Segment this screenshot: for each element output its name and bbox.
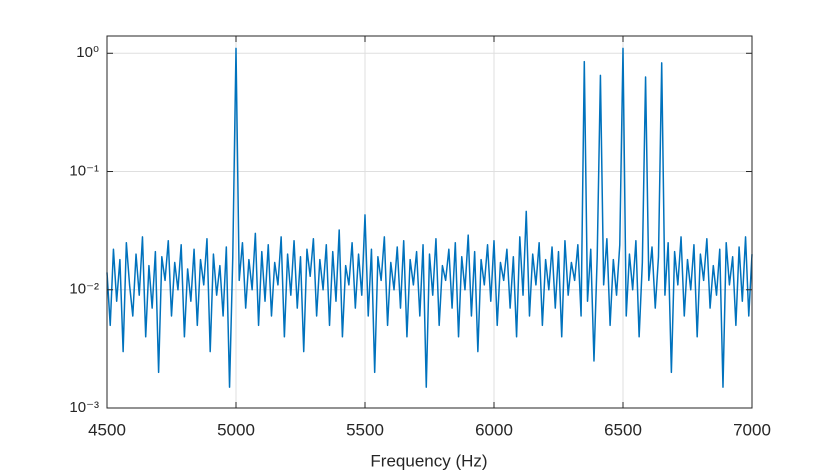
axes-box — [106, 35, 753, 409]
y-tick-label: 10⁰ — [76, 44, 99, 61]
spectrum-line — [106, 47, 753, 388]
x-tick-label: 6000 — [475, 420, 513, 439]
y-tick-label: 10⁻¹ — [69, 162, 99, 179]
x-tick-label: 4500 — [88, 420, 126, 439]
x-tick-label: 7000 — [733, 420, 771, 439]
x-tick-label: 5000 — [217, 420, 255, 439]
x-tick-label: 5500 — [346, 420, 384, 439]
x-axis-label: Frequency (Hz) — [370, 451, 487, 470]
y-tick-label: 10⁻² — [69, 281, 99, 298]
plot-area — [107, 36, 752, 408]
y-tick-label: 10⁻³ — [69, 399, 99, 416]
x-tick-label: 6500 — [604, 420, 642, 439]
